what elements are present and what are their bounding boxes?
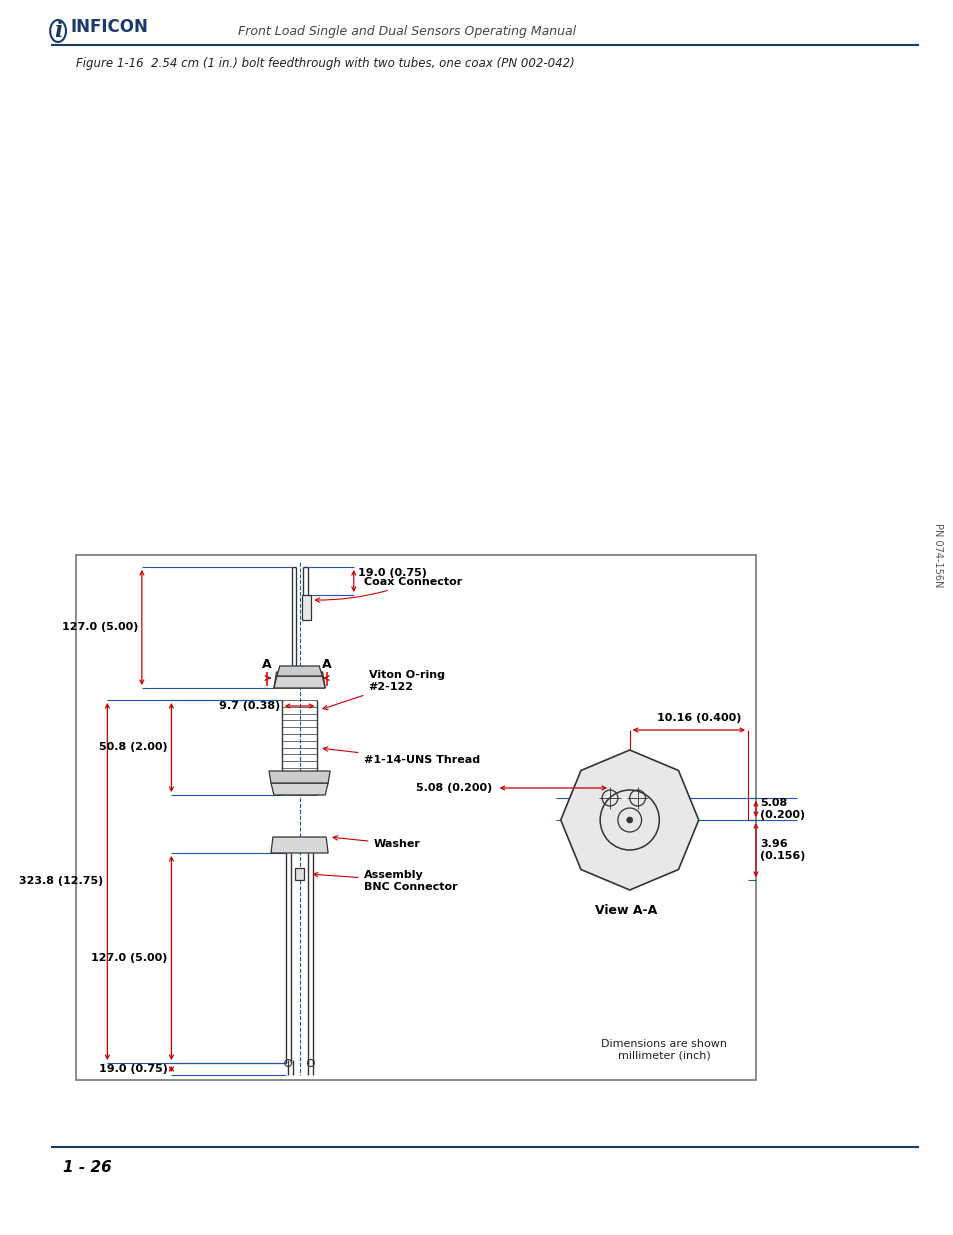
- Text: 10.16 (0.400): 10.16 (0.400): [656, 713, 740, 722]
- Text: 127.0 (5.00): 127.0 (5.00): [62, 622, 138, 632]
- Text: 127.0 (5.00): 127.0 (5.00): [91, 953, 168, 963]
- Text: Assembly
BNC Connector: Assembly BNC Connector: [314, 871, 456, 892]
- Text: 9.7 (0.38): 9.7 (0.38): [218, 701, 279, 711]
- Text: 5.08 (0.200): 5.08 (0.200): [416, 783, 492, 793]
- Text: View A-A: View A-A: [595, 904, 657, 916]
- Polygon shape: [271, 783, 328, 795]
- Bar: [301, 595, 311, 620]
- Polygon shape: [274, 672, 325, 688]
- Text: i: i: [53, 20, 62, 42]
- Text: 19.0 (0.75): 19.0 (0.75): [357, 568, 426, 578]
- Bar: [294, 868, 304, 881]
- Polygon shape: [274, 676, 325, 688]
- Text: Viton O-ring
#2-122: Viton O-ring #2-122: [323, 671, 444, 709]
- Text: 19.0 (0.75): 19.0 (0.75): [98, 1065, 168, 1074]
- Text: Washer: Washer: [333, 836, 420, 848]
- Text: A: A: [322, 657, 332, 671]
- Text: Coax Connector: Coax Connector: [315, 577, 461, 603]
- Text: #1-14-UNS Thread: #1-14-UNS Thread: [323, 747, 479, 764]
- Text: 3.96
(0.156): 3.96 (0.156): [759, 840, 804, 861]
- Bar: [75, 555, 755, 1079]
- Text: A: A: [262, 657, 272, 671]
- Text: PN 074-156N: PN 074-156N: [932, 522, 943, 587]
- Circle shape: [626, 818, 632, 823]
- Text: 1 - 26: 1 - 26: [63, 1160, 112, 1174]
- Polygon shape: [276, 667, 322, 683]
- Polygon shape: [560, 750, 698, 890]
- Text: 50.8 (2.00): 50.8 (2.00): [99, 742, 168, 752]
- Polygon shape: [269, 771, 330, 783]
- Polygon shape: [271, 837, 328, 853]
- Polygon shape: [276, 666, 322, 676]
- Text: Front Load Single and Dual Sensors Operating Manual: Front Load Single and Dual Sensors Opera…: [238, 25, 576, 37]
- Text: 5.08
(0.200): 5.08 (0.200): [759, 798, 804, 820]
- Text: INFICON: INFICON: [71, 19, 149, 36]
- Text: Figure 1-16  2.54 cm (1 in.) bolt feedthrough with two tubes, one coax (PN 002-0: Figure 1-16 2.54 cm (1 in.) bolt feedthr…: [75, 57, 574, 69]
- Text: Dimensions are shown
millimeter (inch): Dimensions are shown millimeter (inch): [600, 1039, 726, 1061]
- Text: 323.8 (12.75): 323.8 (12.75): [19, 877, 103, 887]
